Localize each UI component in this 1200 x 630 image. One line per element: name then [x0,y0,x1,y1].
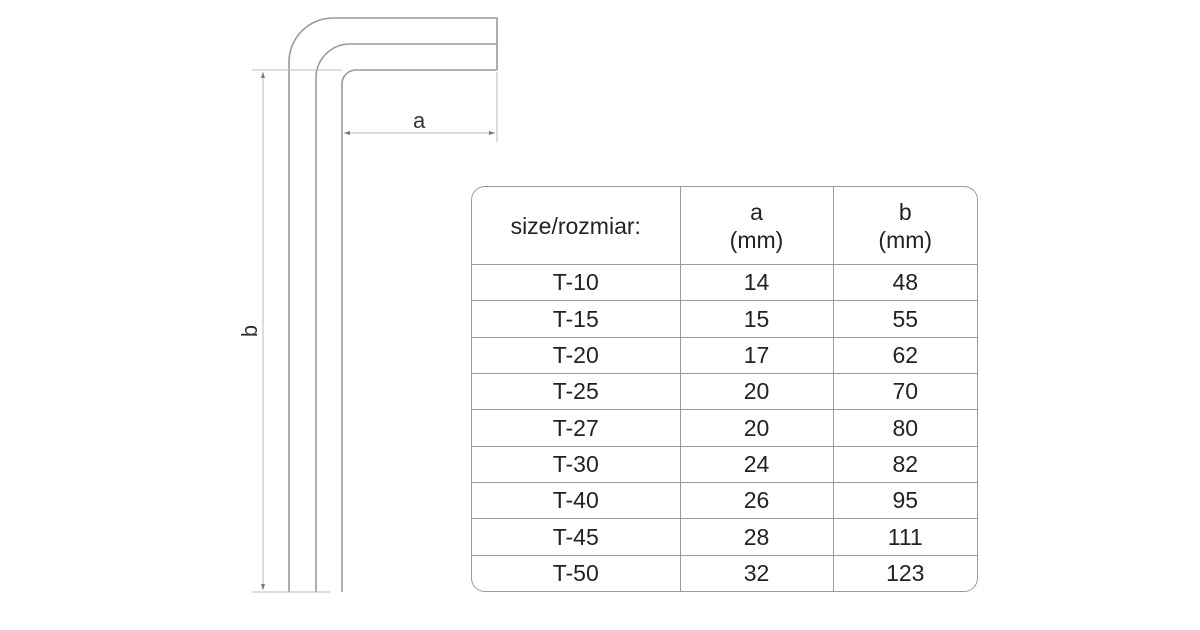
cell-size: T-20 [472,336,681,375]
table-row: T-15 15 55 [472,300,977,338]
table-row: T-20 17 62 [472,336,977,375]
arrow-icon [261,72,265,78]
cell-size: T-15 [472,300,681,338]
cell-b: 123 [832,554,977,591]
arrow-icon [261,584,265,590]
cell-size: T-27 [472,409,681,447]
cell-a: 26 [679,482,834,520]
cell-a: 24 [679,445,834,484]
cell-b: 48 [832,263,977,302]
size-table: size/rozmiar: a (mm) b (mm) T-10 14 48 T-15 15… [471,186,978,592]
cell-size: T-30 [472,445,681,484]
header-b: b (mm) [832,187,977,265]
cell-size: T-45 [472,518,681,556]
arrow-icon [489,131,495,135]
cell-b: 55 [832,300,977,338]
table-row: T-10 14 48 [472,263,977,302]
table-row: T-30 24 82 [472,445,977,484]
table-row: T-27 20 80 [472,409,977,447]
table-row: T-50 32 123 [472,554,977,591]
cell-size: T-50 [472,554,681,591]
cell-b: 111 [832,518,977,556]
key-middle-edge [315,43,497,592]
table-row: T-40 26 95 [472,482,977,520]
cell-a: 15 [679,300,834,338]
cell-a: 20 [679,373,834,411]
arrow-icon [344,131,350,135]
cell-a: 20 [679,409,834,447]
header-a: a (mm) [679,187,834,265]
table-row: T-25 20 70 [472,373,977,411]
key-outer-edge [288,17,498,592]
cell-a: 14 [679,263,834,302]
cell-size: T-10 [472,263,681,302]
cell-b: 95 [832,482,977,520]
cell-b: 62 [832,336,977,375]
dimension-a-label: a [413,108,426,133]
cell-b: 70 [832,373,977,411]
cell-a: 28 [679,518,834,556]
cell-b: 80 [832,409,977,447]
cell-a: 32 [679,554,834,591]
table-row: T-45 28 111 [472,518,977,556]
cell-a: 17 [679,336,834,375]
cell-b: 82 [832,445,977,484]
table-header-row: size/rozmiar: a (mm) b (mm) [472,187,977,265]
header-size: size/rozmiar: [472,187,681,265]
cell-size: T-40 [472,482,681,520]
cell-size: T-25 [472,373,681,411]
key-inner-edge [341,69,497,592]
dimension-b-label: b [237,324,263,338]
